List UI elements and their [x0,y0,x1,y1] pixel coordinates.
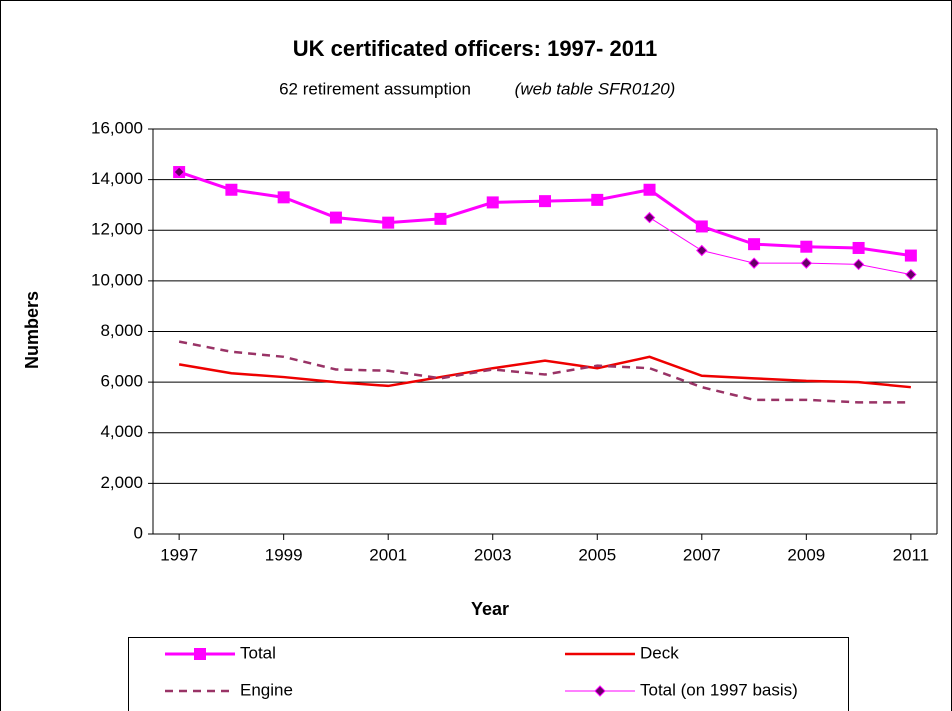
data-point [643,183,656,196]
legend-marker [194,648,206,660]
data-point [748,238,761,251]
y-axis-label: Numbers [22,291,42,369]
x-tick-label: 2005 [578,545,616,564]
x-axis-label: Year [471,599,509,619]
data-point [591,193,604,206]
x-tick-label: 2007 [683,545,721,564]
series-line [178,355,911,389]
data-point [695,220,708,233]
subtitle-note: (web table SFR0120) [515,79,676,98]
series-line [649,217,911,276]
data-point [852,258,865,271]
data-point [277,191,290,204]
x-tick-label: 2003 [474,545,512,564]
legend-marker [594,685,606,697]
y-tick-label: 16,000 [91,118,143,137]
data-point [800,240,813,253]
x-tick-label: 1997 [160,545,198,564]
data-point [225,183,238,196]
legend-box [128,637,849,711]
subtitle: 62 retirement assumption [279,79,471,98]
data-point [643,211,656,224]
y-tick-label: 12,000 [91,220,143,239]
data-point [486,196,499,209]
y-tick-label: 10,000 [91,270,143,289]
data-point [905,268,917,281]
x-tick-label: 2001 [369,545,407,564]
data-point [800,257,813,269]
legend-label: Deck [640,643,679,662]
data-point [329,211,342,224]
y-tick-label: 14,000 [91,169,143,188]
y-tick-label: 0 [134,523,143,542]
y-tick-label: 4,000 [100,422,143,441]
data-point [173,166,185,178]
legend-label: Total (on 1997 basis) [640,680,798,699]
legend-label: Engine [240,680,293,699]
x-tick-label: 2009 [787,545,825,564]
legend-label: Total [240,643,276,662]
chart-title: UK certificated officers: 1997- 2011 [293,36,657,61]
x-tick-label: 1999 [265,545,303,564]
data-point [696,244,708,257]
data-point [852,241,865,254]
data-point [748,257,760,269]
data-point [382,216,395,229]
y-tick-label: 6,000 [100,372,143,391]
data-point [904,249,917,262]
x-tick-label: 2011 [893,545,930,564]
y-tick-label: 2,000 [100,473,143,492]
series-line [178,340,911,404]
data-point [539,195,551,208]
data-point [434,212,447,225]
y-tick-label: 8,000 [100,321,143,340]
